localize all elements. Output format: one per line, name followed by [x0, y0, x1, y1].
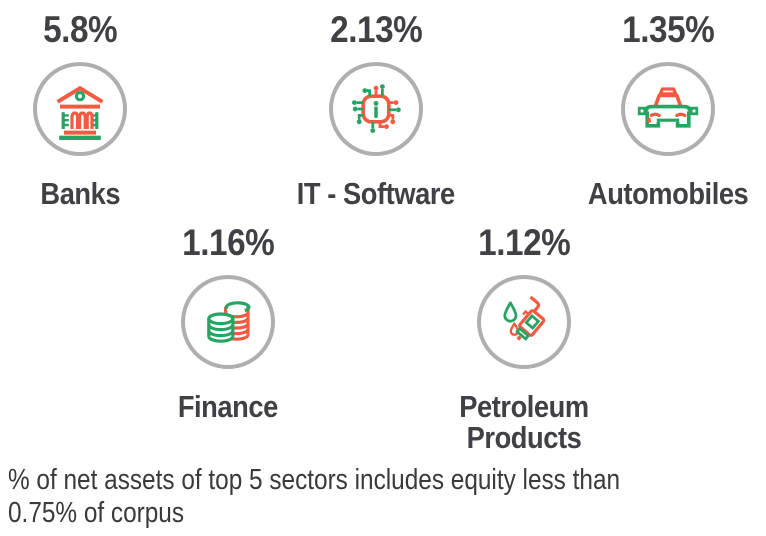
sector-label: Petroleum Products: [459, 389, 589, 455]
footnote-line1: % of net assets of top 5 sectors include…: [8, 464, 621, 496]
sector-percent: 1.12%: [477, 222, 571, 263]
icon-circle: [33, 62, 127, 156]
coin-stacks-icon: [207, 301, 251, 343]
circuit-chip-icon: [352, 84, 401, 133]
sector-percent: 5.8%: [42, 9, 118, 50]
sector-label: Automobiles: [587, 176, 749, 211]
icon-circle: [181, 275, 275, 369]
sector-banks: 5.8% Banks: [0, 8, 230, 209]
footnote-line2: 0.75% of corpus: [8, 497, 185, 529]
sector-percent: 1.35%: [621, 9, 715, 50]
sector-it-software: 2.13% IT - Software: [226, 8, 526, 209]
sector-petroleum-products: 1.12% Petroleum Products: [374, 221, 674, 453]
car-icon: [637, 87, 699, 128]
icon-circle: [477, 275, 571, 369]
sector-percent: 1.16%: [181, 222, 275, 263]
sector-label: IT - Software: [297, 176, 455, 211]
sector-percent: 2.13%: [329, 9, 423, 50]
sector-automobiles: 1.35% Automobiles: [518, 8, 766, 209]
footnote: % of net assets of top 5 sectors include…: [8, 464, 620, 530]
fuel-nozzle-icon: [503, 295, 546, 341]
bank-building-icon: [56, 85, 104, 140]
sector-label: Finance: [177, 389, 279, 424]
sector-finance: 1.16% Finance: [78, 221, 378, 422]
icon-circle: [621, 62, 715, 156]
sector-label: Banks: [40, 176, 120, 211]
icon-circle: [329, 62, 423, 156]
